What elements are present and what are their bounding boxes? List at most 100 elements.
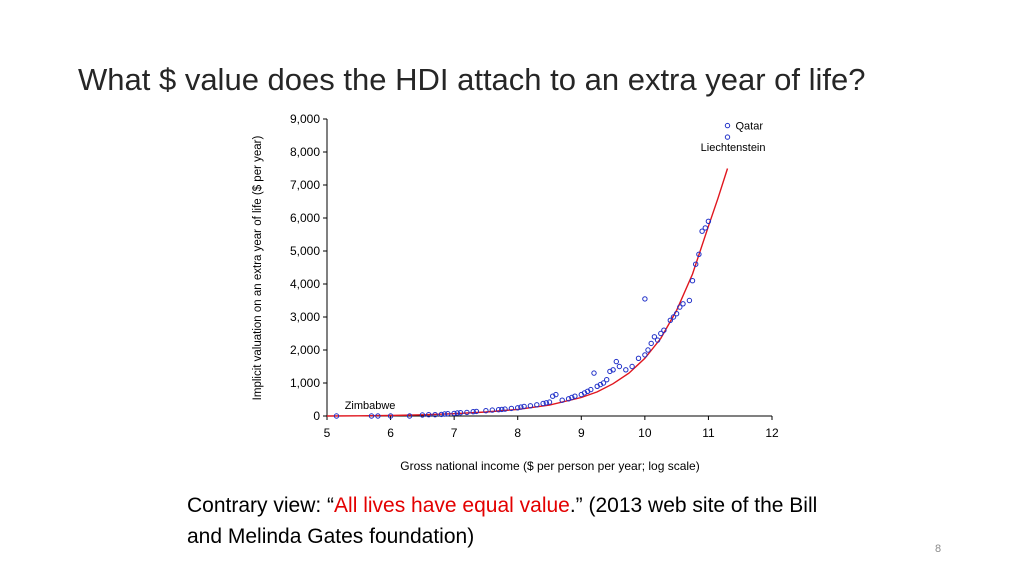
data-point: [470, 409, 476, 415]
slide-title: What $ value does the HDI attach to an e…: [78, 62, 866, 97]
annotations-group: Qatar Liechtenstein Zimbabwe: [345, 121, 766, 412]
data-point: [406, 413, 413, 419]
x-tick-label: 5: [324, 426, 331, 440]
data-point: [518, 404, 524, 410]
data-point: [677, 304, 683, 310]
data-point: [635, 355, 642, 361]
data-point: [642, 352, 648, 358]
data-point: [515, 405, 521, 411]
data-point: [689, 278, 696, 284]
data-point: [489, 407, 495, 413]
data-point: [419, 412, 426, 418]
y-tick-label: 7,000: [290, 178, 320, 192]
x-tick-label: 6: [387, 426, 394, 440]
axes: 0 1,000 2,000 3,000 4,000 5,000 6,000 7,000 8,00…: [290, 112, 779, 440]
data-point: [499, 406, 505, 413]
data-point: [702, 225, 708, 231]
data-point: [464, 409, 470, 416]
data-point: [651, 334, 658, 340]
caption-after: .” (2013 web site of the Bill and Melind…: [187, 494, 818, 548]
data-point: [375, 413, 381, 419]
x-tick-label: 9: [578, 426, 585, 440]
data-point: [673, 311, 680, 317]
data-point: [705, 218, 712, 225]
y-tick-label: 6,000: [290, 211, 320, 225]
data-point: [588, 386, 594, 393]
x-tick-label: 7: [451, 426, 458, 440]
data-point: [546, 399, 553, 405]
data-point: [432, 412, 438, 418]
data-point: [658, 330, 664, 337]
data-point: [645, 347, 651, 353]
data-point: [502, 406, 508, 412]
annotation-label: Liechtenstein: [701, 142, 766, 154]
data-point: [483, 408, 489, 414]
x-tick-label: 8: [514, 426, 521, 440]
page-number: 8: [935, 543, 942, 555]
data-point: [616, 363, 623, 370]
data-point: [686, 297, 693, 304]
data-point: [565, 396, 572, 402]
data-point: [724, 134, 731, 140]
data-point: [604, 377, 610, 383]
data-point: [426, 412, 432, 418]
data-point: [333, 413, 340, 419]
caption-highlight: All lives have equal value: [334, 494, 570, 517]
data-point: [534, 402, 540, 408]
data-point: [540, 400, 546, 407]
data-point: [693, 261, 699, 267]
y-tick-label: 5,000: [290, 244, 320, 258]
data-point: [527, 403, 534, 409]
data-point: [553, 391, 559, 398]
data-point: [648, 340, 654, 347]
data-point: [613, 358, 619, 365]
data-point: [457, 410, 464, 416]
data-point: [454, 410, 460, 416]
data-point: [600, 380, 607, 386]
annotation-label: Qatar: [736, 121, 764, 133]
x-axis-title: Gross national income ($ per person per …: [400, 459, 700, 473]
data-point: [451, 410, 457, 417]
data-point: [696, 251, 702, 258]
data-point: [591, 370, 597, 376]
data-point: [521, 403, 527, 410]
y-tick-label: 1,000: [290, 376, 320, 390]
y-tick-label: 0: [313, 409, 320, 423]
data-point: [661, 327, 667, 333]
annotation-label: Zimbabwe: [345, 400, 396, 412]
data-point: [473, 408, 480, 415]
data-point: [680, 301, 686, 307]
data-point: [629, 363, 635, 370]
x-tick-label: 12: [765, 426, 779, 440]
data-point: [572, 393, 578, 399]
x-tick-label: 11: [702, 426, 715, 440]
data-point: [642, 296, 648, 302]
data-point: [495, 407, 502, 413]
data-point: [387, 413, 394, 419]
data-point: [667, 317, 673, 323]
data-point: [670, 314, 677, 320]
data-point: [623, 367, 629, 373]
y-tick-label: 9,000: [290, 112, 320, 126]
y-tick-label: 8,000: [290, 145, 320, 159]
data-point: [699, 228, 705, 234]
data-point: [610, 367, 616, 373]
y-tick-label: 4,000: [290, 277, 320, 291]
y-tick-label: 3,000: [290, 310, 320, 324]
data-point: [445, 411, 451, 417]
data-point: [368, 413, 375, 419]
data-point: [508, 405, 515, 412]
data-point: [559, 397, 565, 403]
data-point: [724, 122, 731, 129]
data-point: [441, 411, 448, 417]
x-tick-label: 10: [638, 426, 652, 440]
caption: Contrary view: “All lives have equal val…: [187, 490, 847, 552]
caption-before: Contrary view: “: [187, 494, 335, 517]
points-group: [333, 122, 731, 419]
data-point: [654, 337, 661, 343]
data-point: [438, 411, 445, 418]
y-axis-title: Implicit valuation on an extra year of l…: [252, 135, 264, 401]
fit-line-group: [326, 168, 729, 417]
y-tick-label: 2,000: [290, 343, 320, 357]
